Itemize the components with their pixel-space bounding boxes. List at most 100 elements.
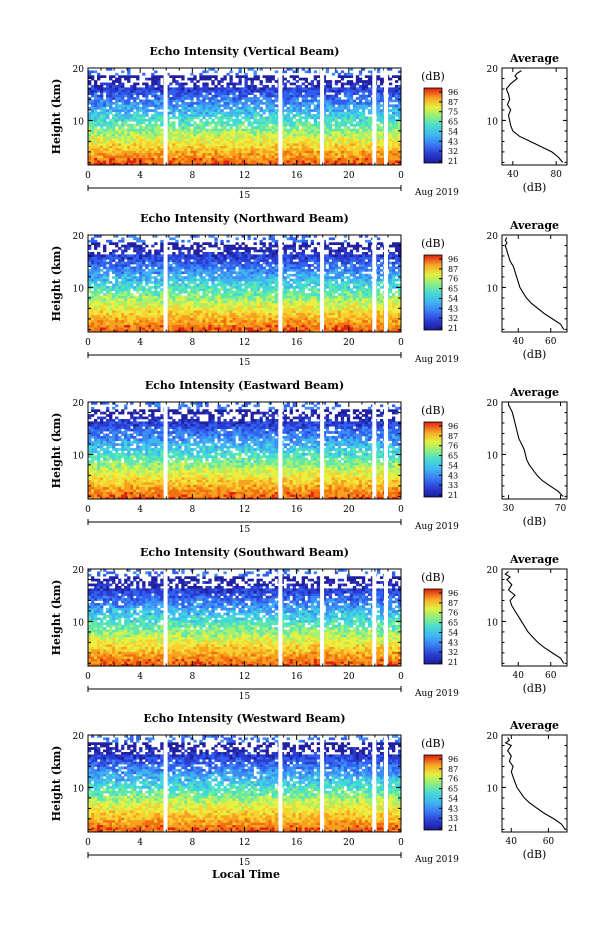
heatmap-cell [223,145,227,149]
heatmap-cell [283,114,287,117]
heatmap-cell [145,307,149,311]
heatmap-cell [352,128,357,132]
heatmap-cell [343,116,348,120]
heatmap-cell [271,118,275,122]
heatmap-cell [358,70,363,74]
heatmap-cell [169,97,173,100]
heatmap-cell [274,126,278,129]
heatmap-cell [166,128,170,132]
heatmap-cell [175,116,179,120]
heatmap-cell [397,92,402,95]
heatmap-cell [145,104,149,108]
heatmap-cell [229,89,233,93]
heatmap-cell [247,138,251,142]
heatmap-cell [379,322,384,326]
heatmap-cell [238,302,242,306]
heatmap-cell [208,305,212,309]
heatmap-cell [397,133,402,137]
heatmap-cell [328,302,333,306]
heatmap-cell [154,97,158,100]
heatmap-cell [208,319,212,323]
heatmap-cell [166,135,170,139]
heatmap-cell [244,77,248,81]
heatmap-cell [103,148,107,151]
heatmap-cell [337,145,342,149]
heatmap-cell [100,143,104,146]
heatmap-cell [352,87,357,91]
heatmap-cell [328,101,333,105]
heatmap-cell [376,70,381,74]
heatmap-cell [292,317,296,321]
heatmap-cell [376,123,381,127]
heatmap-cell [364,312,369,316]
heatmap-cell [166,92,170,95]
heatmap-cell [109,327,113,330]
heatmap-cell [115,300,119,304]
heatmap-cell [175,307,179,311]
heatmap-cell [331,150,336,154]
heatmap-cell [349,162,354,166]
heatmap-cell [178,145,182,149]
heatmap-cell [160,305,164,309]
heatmap-cell [304,145,308,149]
heatmap-cell [247,324,251,328]
heatmap-cell [397,97,402,100]
heatmap-cell [145,111,149,115]
heatmap-cell [175,143,179,146]
heatmap-cell [175,131,179,134]
heatmap-cell [151,150,155,154]
heatmap-cell [247,160,251,163]
heatmap-cell [346,305,351,309]
heatmap-cell [328,319,333,323]
heatmap-cell [154,109,158,112]
heatmap-cell [313,138,318,142]
heatmap-cell [265,143,269,146]
heatmap-cell [190,305,194,309]
heatmap-cell [157,162,161,166]
heatmap-cell [367,89,372,93]
heatmap-cell [316,307,321,311]
heatmap-cell [193,298,197,301]
heatmap-cell [256,114,260,117]
heatmap-cell [232,157,236,161]
heatmap-cell [157,111,161,115]
heatmap-cell [337,307,342,311]
heatmap-cell [109,118,113,122]
heatmap-cell [388,128,393,132]
heatmap-cell [115,123,119,127]
heatmap-cell [172,155,176,159]
heatmap-cell [91,131,95,134]
heatmap-cell [229,322,233,326]
heatmap-cell [136,114,140,117]
heatmap-cell [88,101,92,105]
heatmap-cell [214,114,218,117]
heatmap-cell [193,305,197,309]
heatmap-cell [334,97,339,100]
heatmap-cell [355,305,360,309]
heatmap-cell [112,157,116,161]
heatmap-cell [91,143,95,146]
heatmap-cell [346,101,351,105]
heatmap-cell [226,72,230,76]
heatmap-cell [133,317,137,321]
heatmap-cell [328,82,333,86]
heatmap-cell [394,310,399,313]
heatmap-cell [310,155,315,159]
heatmap-cell [169,126,173,129]
heatmap-cell [274,300,278,304]
heatmap-cell [109,92,113,95]
heatmap-cell [292,133,296,137]
heatmap-cell [127,305,131,309]
heatmap-cell [232,329,236,333]
heatmap-cell [355,109,360,112]
heatmap-cell [130,315,134,318]
heatmap-cell [292,322,296,326]
heatmap-cell [127,114,131,117]
heatmap-cell [205,310,209,313]
heatmap-cell [106,324,110,328]
heatmap-cell [391,92,396,95]
heatmap-cell [301,82,305,86]
heatmap-cell [337,114,342,117]
heatmap-cell [364,101,369,105]
heatmap-cell [337,109,342,112]
